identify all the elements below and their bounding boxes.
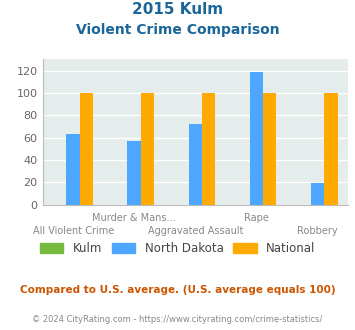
- Bar: [324, 93, 338, 205]
- Text: 2015 Kulm: 2015 Kulm: [132, 2, 223, 16]
- Text: Murder & Mans...: Murder & Mans...: [92, 213, 176, 223]
- Bar: [127, 141, 141, 205]
- Bar: [141, 93, 154, 205]
- Bar: [202, 93, 215, 205]
- Text: Aggravated Assault: Aggravated Assault: [147, 226, 243, 236]
- Legend: Kulm, North Dakota, National: Kulm, North Dakota, National: [35, 237, 320, 260]
- Bar: [66, 134, 80, 205]
- Text: © 2024 CityRating.com - https://www.cityrating.com/crime-statistics/: © 2024 CityRating.com - https://www.city…: [32, 315, 323, 324]
- Bar: [80, 93, 93, 205]
- Bar: [311, 183, 324, 205]
- Text: Compared to U.S. average. (U.S. average equals 100): Compared to U.S. average. (U.S. average …: [20, 285, 335, 295]
- Text: Robbery: Robbery: [297, 226, 338, 236]
- Text: Rape: Rape: [244, 213, 269, 223]
- Bar: [189, 124, 202, 205]
- Text: All Violent Crime: All Violent Crime: [33, 226, 114, 236]
- Bar: [250, 72, 263, 205]
- Text: Violent Crime Comparison: Violent Crime Comparison: [76, 23, 279, 37]
- Bar: [263, 93, 277, 205]
